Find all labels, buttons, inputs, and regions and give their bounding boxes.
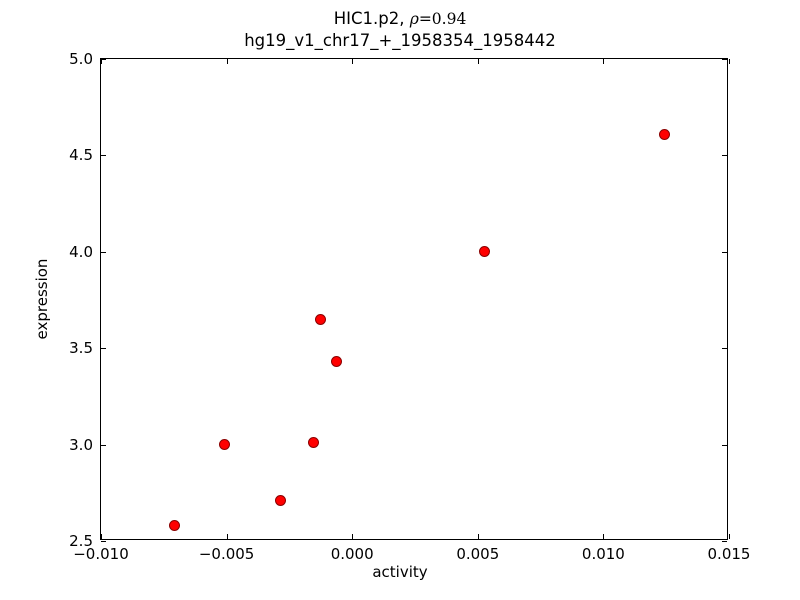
x-axis-tick-top	[729, 59, 730, 64]
y-axis-tick	[101, 348, 106, 350]
scatter-point	[658, 128, 670, 140]
x-axis-tick	[477, 534, 479, 539]
y-axis-tick-label: 3.0	[69, 435, 93, 454]
y-axis-tick-label: 2.5	[69, 532, 93, 550]
scatter-point	[275, 495, 287, 506]
y-axis-tick	[101, 155, 106, 157]
x-axis-tick	[101, 534, 102, 539]
chart-title: HIC1.p2, ρ=0.94 hg19_v1_chr17_+_1958354_…	[0, 8, 800, 51]
scatter-point	[307, 437, 319, 449]
x-axis-tick-top	[477, 59, 479, 64]
y-axis-tick-label: 4.0	[69, 242, 93, 261]
scatter-point	[169, 520, 181, 532]
x-axis-tick	[352, 534, 354, 539]
x-axis-tick-label: 0.015	[707, 545, 751, 563]
y-axis-label: expression	[33, 258, 51, 340]
x-axis-tick-top	[352, 59, 354, 64]
x-axis-label: activity	[372, 563, 428, 581]
y-axis-tick	[101, 251, 106, 253]
x-axis-tick-label: 0.010	[581, 545, 625, 563]
y-axis-tick-right	[722, 59, 727, 60]
y-axis-tick	[101, 444, 106, 446]
y-axis-tick-right	[722, 348, 727, 350]
x-axis-tick	[226, 534, 228, 539]
y-axis-tick-right	[722, 444, 727, 446]
scatter-point	[330, 356, 342, 368]
y-axis-tick-right	[722, 541, 727, 542]
rho-symbol: ρ	[409, 10, 419, 28]
scatter-point	[315, 313, 327, 325]
chart-title-prefix: HIC1.p2,	[333, 9, 410, 28]
plot-axes-frame: 2.5 3.0 3.5 4.0 4.5 5.0 −0.010 −0.005 0.000 0.005…	[69, 52, 750, 562]
x-axis-tick-top	[603, 59, 605, 64]
x-axis-tick-label: 0.005	[456, 545, 500, 563]
chart-title-line-2: hg19_v1_chr17_+_1958354_1958442	[244, 31, 556, 50]
x-axis-tick-label: −0.005	[198, 545, 255, 563]
x-axis-tick-label: 0.000	[330, 545, 374, 563]
scatter-point	[478, 246, 490, 258]
rho-value: =0.94	[418, 10, 467, 28]
y-axis-tick-right	[722, 251, 727, 253]
y-axis-tick-label: 3.5	[69, 339, 93, 358]
y-axis-tick-label: 5.0	[69, 50, 93, 68]
chart-title-line-1: HIC1.p2, ρ=0.94	[0, 8, 800, 30]
scatter-point	[219, 439, 231, 451]
y-axis-tick	[101, 59, 106, 60]
plot-data-area	[101, 59, 727, 539]
x-axis-tick	[603, 534, 605, 539]
x-axis-tick-top	[101, 59, 102, 64]
x-axis-tick-top	[226, 59, 228, 64]
y-axis-tick-right	[722, 155, 727, 157]
x-axis-tick	[729, 534, 730, 539]
y-axis-tick	[101, 541, 106, 542]
x-axis-tick-label: −0.010	[73, 545, 129, 563]
y-axis-tick-label: 4.5	[69, 146, 93, 165]
